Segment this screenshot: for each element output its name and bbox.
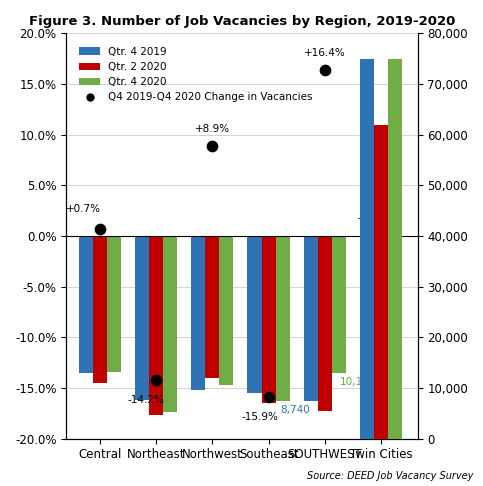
Point: [321, 66, 328, 74]
Bar: [276, 236, 290, 401]
Point: [265, 393, 272, 401]
Text: +16.4%: +16.4%: [304, 48, 346, 58]
Bar: [205, 236, 219, 378]
Text: 10,177: 10,177: [340, 377, 376, 387]
Text: Source: DEED Job Vacancy Survey: Source: DEED Job Vacancy Survey: [307, 471, 473, 481]
Bar: [135, 236, 149, 400]
Text: -14.2%: -14.2%: [128, 395, 165, 405]
Bar: [93, 236, 107, 383]
Bar: [360, 59, 374, 438]
Point: [152, 376, 160, 383]
Bar: [388, 59, 402, 438]
Bar: [262, 236, 276, 403]
Bar: [318, 236, 332, 411]
Bar: [304, 236, 318, 401]
Text: +8.9%: +8.9%: [195, 123, 230, 134]
Bar: [79, 236, 93, 373]
Point: [209, 142, 216, 150]
Bar: [163, 236, 177, 412]
Title: Figure 3. Number of Job Vacancies by Region, 2019-2020: Figure 3. Number of Job Vacancies by Reg…: [28, 15, 455, 28]
Point: [96, 225, 104, 233]
Bar: [149, 236, 163, 415]
Point: [377, 234, 385, 242]
Legend: Qtr. 4 2019, Qtr. 2 2020, Qtr. 4 2020, Q4 2019-Q4 2020 Change in Vacancies: Qtr. 4 2019, Qtr. 2 2020, Qtr. 4 2020, Q…: [75, 43, 317, 106]
Text: 8,740: 8,740: [281, 405, 310, 415]
Bar: [332, 236, 346, 373]
Bar: [219, 236, 233, 385]
Bar: [247, 236, 262, 393]
Bar: [191, 236, 205, 390]
Text: +0.7%: +0.7%: [66, 204, 100, 214]
Bar: [374, 124, 388, 438]
Bar: [107, 236, 121, 372]
Text: -15.9%: -15.9%: [242, 412, 279, 422]
Text: -0.2%: -0.2%: [357, 213, 388, 223]
